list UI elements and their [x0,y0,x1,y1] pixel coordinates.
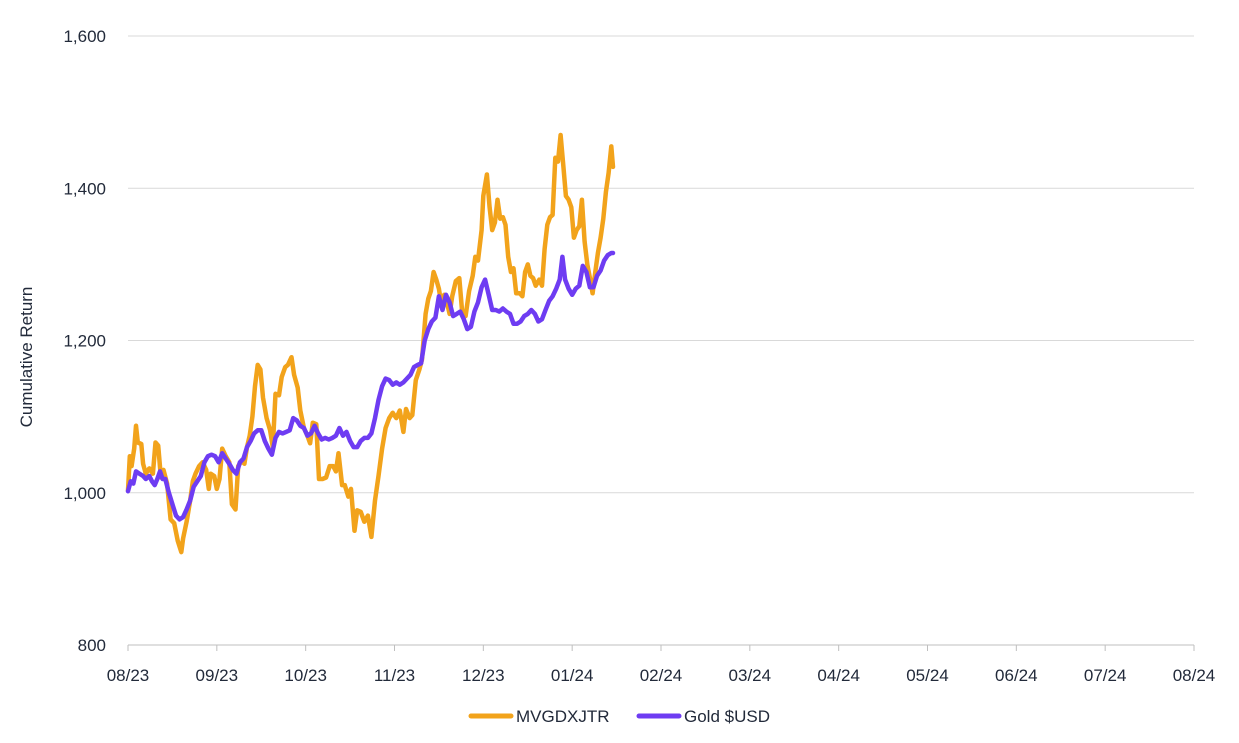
x-tick-label: 08/24 [1173,666,1216,685]
legend-label-gold: Gold $USD [684,707,770,726]
y-tick-label: 1,400 [63,179,106,198]
y-tick-label: 1,200 [63,332,106,351]
legend: MVGDXJTR Gold $USD [468,707,770,726]
gridlines [128,35,1194,646]
x-tick-label: 08/23 [107,666,150,685]
x-tick-label: 01/24 [551,666,594,685]
x-tick-label: 06/24 [995,666,1038,685]
x-tick-label: 09/23 [196,666,239,685]
x-tick-label: 12/23 [462,666,505,685]
series-line-mvgdxjtr [125,132,616,555]
x-tick-label: 07/24 [1084,666,1127,685]
x-tick-label: 03/24 [729,666,772,685]
legend-label-mvgdxjtr: MVGDXJTR [516,707,610,726]
y-tick-label: 1,600 [63,27,106,46]
x-tick-label: 11/23 [374,666,415,685]
y-axis-title: Cumulative Return [17,287,36,428]
series-line-gold [125,250,616,522]
x-tick-label: 10/23 [284,666,327,685]
y-tick-label: 1,000 [63,484,106,503]
x-tick-label: 02/24 [640,666,683,685]
axes: Cumulative Return 800 1,000 1,200 1,400 1,60… [17,27,1215,685]
series-lines [125,132,616,555]
x-tick-label: 04/24 [817,666,860,685]
y-tick-label: 800 [78,636,106,655]
x-tick-label: 05/24 [906,666,949,685]
